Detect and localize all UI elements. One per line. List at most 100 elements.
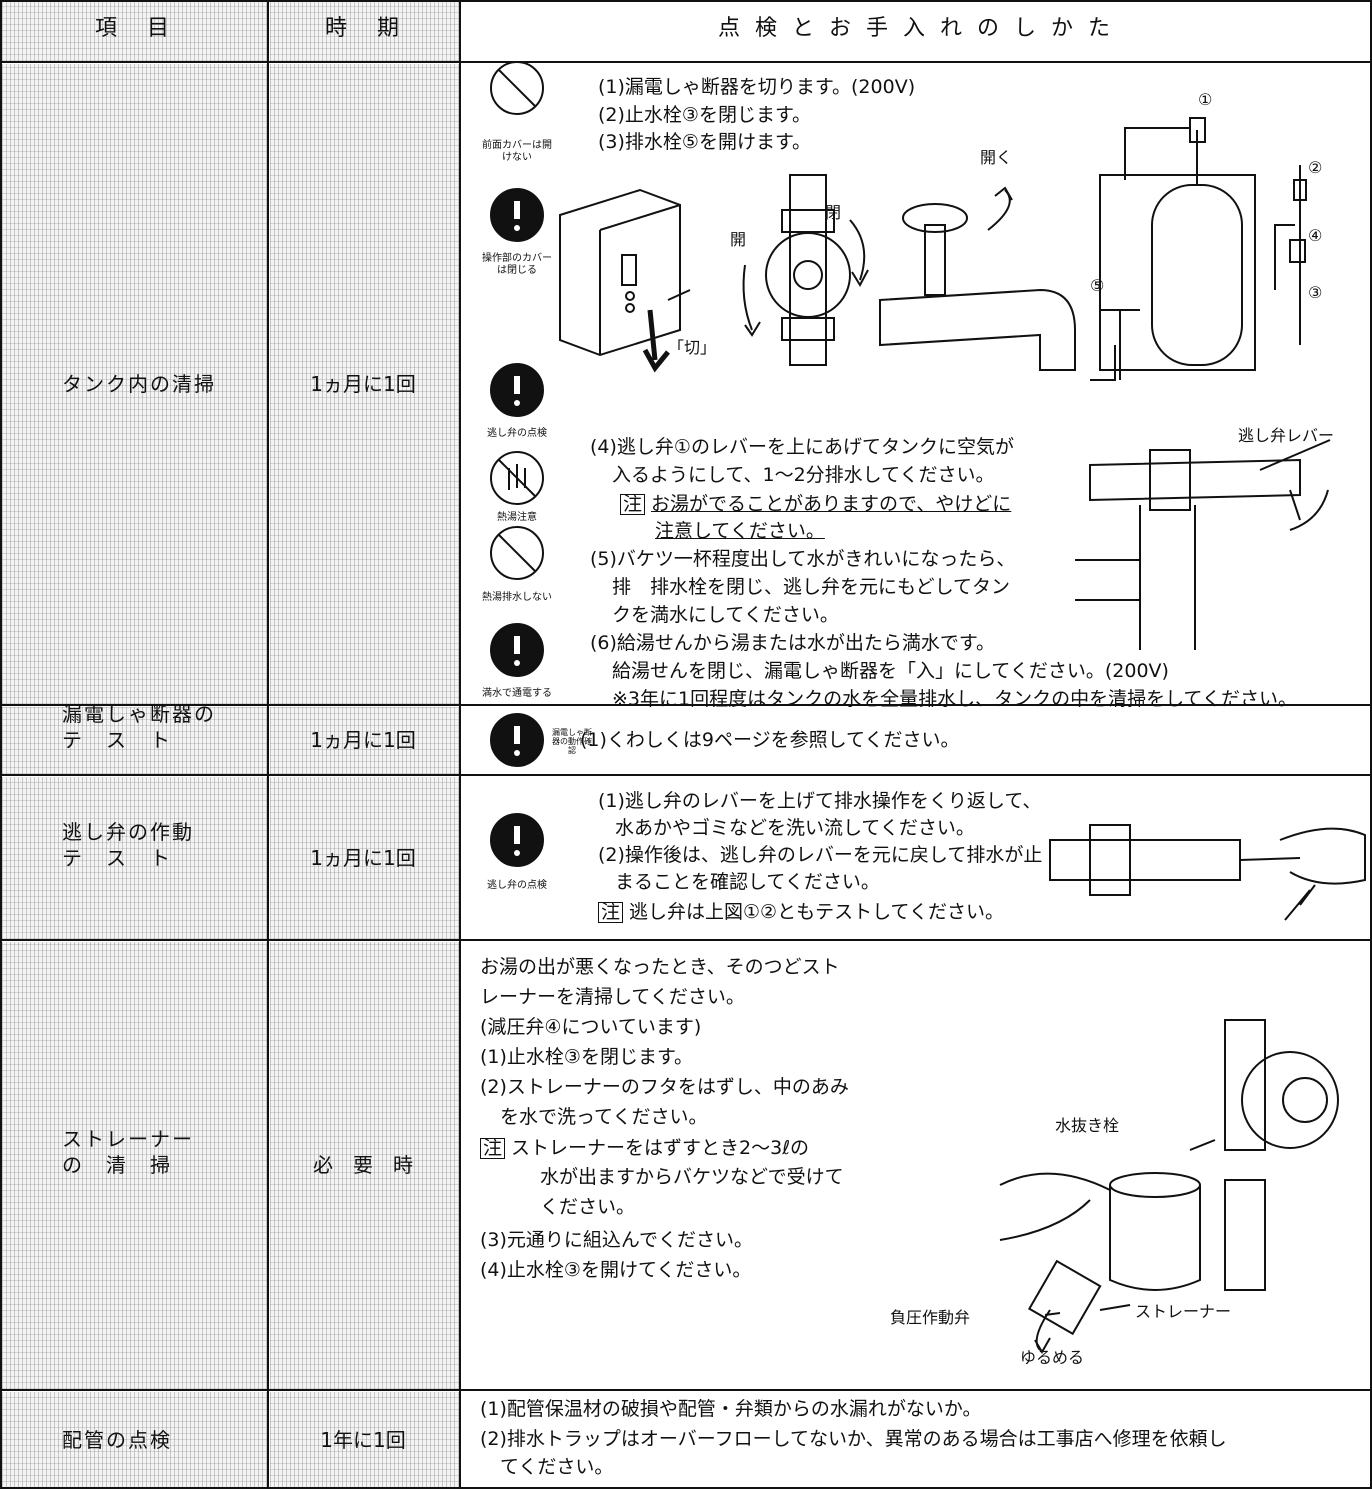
note-text: ください。 bbox=[540, 1196, 636, 1218]
note-line: (1)漏電しゃ断器を切ります。(200V) bbox=[598, 78, 915, 97]
note-text: 水が出ますからバケツなどで受けて bbox=[540, 1166, 844, 1188]
note-text: (減圧弁④についています) bbox=[480, 1016, 702, 1038]
note-line: (5)バケツ一杯程度出して水がきれいになったら、 bbox=[590, 550, 1015, 569]
figure-label: 水抜き栓 bbox=[1055, 1116, 1120, 1135]
note-text: (3)排水栓⑤を開けます。 bbox=[598, 131, 812, 153]
figure-label: ストレーナー bbox=[1135, 1302, 1232, 1321]
figure-label: 「切」 bbox=[668, 338, 717, 357]
caution-mark: 注 bbox=[598, 902, 624, 923]
note-line: ください。 bbox=[540, 1198, 635, 1217]
header-cell: 項 目 bbox=[94, 16, 173, 41]
period-label: 1年に1回 bbox=[320, 1427, 406, 1452]
note-line: (2)止水栓③を閉じます。 bbox=[598, 106, 811, 125]
note-text: まることを確認してください。 bbox=[615, 871, 880, 893]
caution-mark: 注 bbox=[620, 494, 646, 515]
note-text: 入るようにして、1～2分排水してください。 bbox=[612, 464, 995, 486]
note-text: (4)逃し弁①のレバーを上にあげてタンクに空気が bbox=[590, 436, 1014, 458]
header-cell: 点 検 と お 手 入 れ の し か た bbox=[718, 16, 1114, 41]
mandatory-icon-mark bbox=[514, 225, 520, 231]
item-label: ストレーナー bbox=[62, 1127, 194, 1151]
note-line: (6)給湯せんから湯または水が出たら満水です。 bbox=[590, 634, 995, 653]
figure-label: 開く bbox=[980, 148, 1013, 167]
note-text: (1)逃し弁のレバーを上げて排水操作をくり返して、 bbox=[598, 790, 1042, 812]
note-text: (1)止水栓③を閉じます。 bbox=[480, 1046, 694, 1068]
note-line: 注意してください。 bbox=[655, 522, 825, 541]
icon-caption: 満水で通電する bbox=[482, 688, 552, 699]
note-text: (1)配管保温材の破損や配管・弁類からの水漏れがないか。 bbox=[480, 1398, 982, 1420]
strainer-figure bbox=[999, 1019, 1339, 1354]
note-text: (2)ストレーナーのフタをはずし、中のあみ bbox=[480, 1076, 849, 1098]
caution-mark: 注 bbox=[480, 1138, 506, 1159]
note-line: (2)操作後は、逃し弁のレバーを元に戻して排水が止 bbox=[598, 846, 1042, 865]
note-text: お湯の出が悪くなったとき、そのつどスト bbox=[480, 956, 840, 978]
note-line: ※3年に1回程度はタンクの水を全量排水し、タンクの中を清掃をしてください。 bbox=[612, 690, 1297, 709]
mandatory-icon-mark bbox=[514, 400, 520, 406]
cell-shade bbox=[270, 777, 459, 939]
note-line: お湯の出が悪くなったとき、そのつどスト bbox=[480, 958, 840, 977]
note-line: (1)くわしくは9ページを参照してください。 bbox=[580, 731, 959, 750]
cell-shade bbox=[2, 777, 267, 939]
prohibit-icon bbox=[490, 526, 544, 580]
icon-caption: 熱湯注意 bbox=[497, 512, 537, 523]
cell-shade bbox=[2, 942, 267, 1389]
figure-label: ② bbox=[1308, 158, 1323, 177]
note-text: ストレーナーをはずすとき2～3ℓの bbox=[511, 1137, 810, 1159]
note-text: 注意してください。 bbox=[655, 520, 825, 542]
figure-label: 負圧作動弁 bbox=[890, 1308, 971, 1327]
figure-label: 開 bbox=[730, 230, 747, 249]
note-text: てください。 bbox=[500, 1456, 614, 1478]
note-text: 逃し弁は上図①②ともテストしてください。 bbox=[629, 901, 1004, 923]
period-label: 1ヵ月に1回 bbox=[310, 728, 416, 752]
note-line: クを満水にしてください。 bbox=[612, 606, 839, 625]
cell-shade bbox=[2, 707, 267, 774]
prohibit-icon-slash bbox=[498, 459, 536, 497]
cell-shade bbox=[270, 2, 459, 61]
cell-shade bbox=[270, 942, 459, 1389]
item-label: 漏電しゃ断器の bbox=[62, 702, 216, 726]
note-line: 排 排水栓を閉じ、逃し弁を元にもどしてタン bbox=[612, 578, 1010, 597]
figure-label: ゆるめる bbox=[1020, 1348, 1085, 1367]
stop-valve-figure bbox=[742, 174, 869, 366]
note-text: (2)止水栓③を閉じます。 bbox=[598, 104, 812, 126]
note-line: レーナーを清掃してください。 bbox=[480, 988, 745, 1007]
figure-label: ⑤ bbox=[1090, 276, 1105, 295]
mandatory-icon-mark bbox=[514, 750, 520, 756]
note-text: (2)排水トラップはオーバーフローしてないか、異常のある場合は工事店へ修理を依頼… bbox=[480, 1428, 1227, 1450]
cell-shade bbox=[2, 1392, 267, 1488]
note-text: (6)給湯せんから湯または水が出たら満水です。 bbox=[590, 632, 996, 654]
note-text: (5)バケツ一杯程度出して水がきれいになったら、 bbox=[590, 548, 1016, 570]
icon-caption: 操作部のカバーは閉じる bbox=[482, 253, 552, 276]
mandatory-icon-mark bbox=[514, 660, 520, 666]
note-line: 注ストレーナーをはずすとき2～3ℓの bbox=[480, 1138, 809, 1159]
note-line: (4)逃し弁①のレバーを上にあげてタンクに空気が bbox=[590, 438, 1014, 457]
prohibit-icon-slash bbox=[498, 534, 536, 572]
cell-shade bbox=[270, 64, 459, 704]
note-line: (3)排水栓⑤を開けます。 bbox=[598, 133, 811, 152]
note-text: (1)漏電しゃ断器を切ります。(200V) bbox=[598, 76, 916, 98]
note-line: (1)逃し弁のレバーを上げて排水操作をくり返して、 bbox=[598, 792, 1041, 811]
note-line: 水が出ますからバケツなどで受けて bbox=[540, 1168, 844, 1187]
figure-label: ③ bbox=[1308, 283, 1323, 302]
note-line: 注逃し弁は上図①②ともテストしてください。 bbox=[598, 902, 1004, 923]
icon-caption: 逃し弁の点検 bbox=[487, 428, 547, 439]
note-line: (4)止水栓③を開けてください。 bbox=[480, 1261, 751, 1280]
drain-valve-figure bbox=[879, 186, 1076, 371]
relief-valve-figure bbox=[1075, 439, 1331, 650]
note-text: 水あかやゴミなどを洗い流してください。 bbox=[615, 817, 975, 839]
note-text: (1)くわしくは9ページを参照してください。 bbox=[580, 729, 960, 751]
note-line: を水で洗ってください。 bbox=[500, 1108, 707, 1127]
figure-label: ① bbox=[1198, 90, 1213, 109]
period-label: 必 要 時 bbox=[313, 1153, 413, 1177]
note-text: クを満水にしてください。 bbox=[612, 604, 839, 626]
tank-schematic bbox=[1090, 117, 1307, 381]
icon-caption: 逃し弁の点検 bbox=[487, 880, 547, 891]
note-text: お湯がでることがありますので、やけどに bbox=[651, 493, 1012, 515]
relief-valve-test-figure bbox=[1049, 824, 1366, 921]
note-text: を水で洗ってください。 bbox=[500, 1106, 708, 1128]
note-text: (3)元通りに組込んでください。 bbox=[480, 1229, 753, 1251]
icon-caption: 漏電しゃ断器の動作確認 bbox=[552, 728, 592, 756]
note-line: (1)止水栓③を閉じます。 bbox=[480, 1048, 693, 1067]
cell-shade bbox=[270, 707, 459, 774]
